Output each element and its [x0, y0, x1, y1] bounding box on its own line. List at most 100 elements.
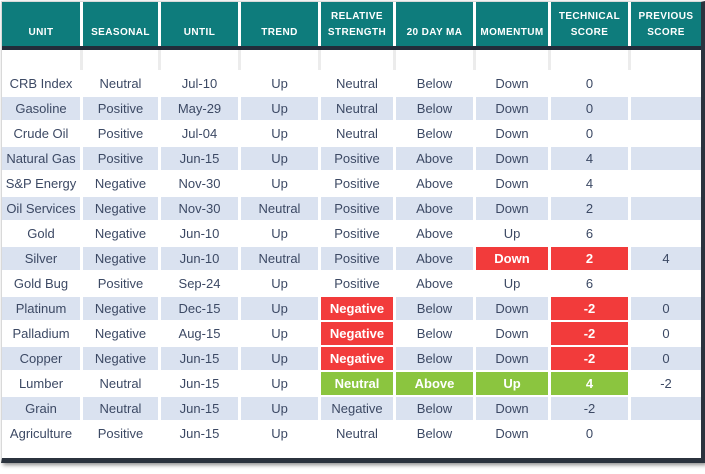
- cell-momentum: Down: [476, 172, 548, 195]
- cell-twenty-day-ma: Below: [396, 422, 473, 445]
- cell-unit: Crude Oil: [2, 122, 80, 145]
- table-row: Copper Negative Jun-15 Up Negative Below Down -…: [2, 347, 701, 370]
- cell-unit: Gold Bug: [2, 272, 80, 295]
- table-row: S&P Energy Negative Nov-30 Up Positive Above D…: [2, 172, 701, 195]
- cell-momentum: Down: [476, 347, 548, 370]
- cell-relative-strength: Positive: [321, 247, 393, 270]
- cell-technical-score: 0: [551, 72, 628, 95]
- cell-twenty-day-ma: Above: [396, 272, 473, 295]
- cell-twenty-day-ma: Below: [396, 97, 473, 120]
- table-row: Gold Bug Positive Sep-24 Up Positive Above Up 6: [2, 272, 701, 295]
- cell-twenty-day-ma: Above: [396, 172, 473, 195]
- cell-seasonal: Neutral: [83, 372, 158, 395]
- cell-seasonal: Neutral: [83, 397, 158, 420]
- cell-twenty-day-ma: Above: [396, 147, 473, 170]
- cell-previous-score: [631, 122, 701, 145]
- cell-seasonal: Positive: [83, 147, 158, 170]
- cell-trend: Up: [241, 372, 318, 395]
- cell-momentum: Up: [476, 372, 548, 395]
- cell-momentum: Down: [476, 322, 548, 345]
- table-row: Grain Neutral Jun-15 Up Negative Below Down -2: [2, 397, 701, 420]
- cell-relative-strength: Neutral: [321, 422, 393, 445]
- table-row: CRB Index Neutral Jul-10 Up Neutral Below Down…: [2, 72, 701, 95]
- cell-unit: Palladium: [2, 322, 80, 345]
- cell-twenty-day-ma: Above: [396, 247, 473, 270]
- table-row: Natural Gas Positive Jun-15 Up Positive Above…: [2, 147, 701, 170]
- cell-unit: Silver: [2, 247, 80, 270]
- cell-momentum: Down: [476, 197, 548, 220]
- spacer-cell: [551, 50, 628, 70]
- cell-until: May-29: [161, 97, 238, 120]
- cell-momentum: Down: [476, 397, 548, 420]
- cell-technical-score: 2: [551, 247, 628, 270]
- cell-relative-strength: Negative: [321, 297, 393, 320]
- spacer-cell: [631, 50, 701, 70]
- table-row: Palladium Negative Aug-15 Up Negative Below Do…: [2, 322, 701, 345]
- cell-until: Jun-10: [161, 222, 238, 245]
- cell-until: Sep-24: [161, 272, 238, 295]
- cell-previous-score: [631, 172, 701, 195]
- cell-trend: Up: [241, 147, 318, 170]
- cell-momentum: Down: [476, 97, 548, 120]
- cell-seasonal: Negative: [83, 247, 158, 270]
- cell-momentum: Down: [476, 122, 548, 145]
- table-row: Platinum Negative Dec-15 Up Negative Below Dow…: [2, 297, 701, 320]
- cell-until: Jun-15: [161, 422, 238, 445]
- cell-unit: Natural Gas: [2, 147, 80, 170]
- cell-relative-strength: Neutral: [321, 72, 393, 95]
- column-header-until: UNTIL: [161, 2, 238, 46]
- column-header-relative-strength: RELATIVE STRENGTH: [321, 2, 393, 46]
- cell-trend: Up: [241, 297, 318, 320]
- cell-unit: Gasoline: [2, 97, 80, 120]
- spacer-cell: [321, 50, 393, 70]
- cell-relative-strength: Positive: [321, 272, 393, 295]
- cell-relative-strength: Positive: [321, 147, 393, 170]
- table-row: Gold Negative Jun-10 Up Positive Above Up 6: [2, 222, 701, 245]
- cell-technical-score: -2: [551, 397, 628, 420]
- cell-twenty-day-ma: Below: [396, 397, 473, 420]
- table-row: Gasoline Positive May-29 Up Neutral Below Down…: [2, 97, 701, 120]
- cell-unit: Platinum: [2, 297, 80, 320]
- table-bottom-padding: [2, 447, 701, 458]
- cell-unit: Grain: [2, 397, 80, 420]
- cell-until: Jun-10: [161, 247, 238, 270]
- cell-trend: Up: [241, 172, 318, 195]
- cell-twenty-day-ma: Above: [396, 197, 473, 220]
- spacer-cell: [161, 50, 238, 70]
- cell-previous-score: 0: [631, 347, 701, 370]
- cell-unit: CRB Index: [2, 72, 80, 95]
- cell-relative-strength: Negative: [321, 322, 393, 345]
- cell-technical-score: 0: [551, 122, 628, 145]
- cell-trend: Up: [241, 122, 318, 145]
- cell-seasonal: Negative: [83, 172, 158, 195]
- cell-technical-score: -2: [551, 297, 628, 320]
- cell-technical-score: 0: [551, 97, 628, 120]
- spacer-cell: [83, 50, 158, 70]
- cell-momentum: Up: [476, 272, 548, 295]
- column-header-seasonal: SEASONAL: [83, 2, 158, 46]
- cell-trend: Neutral: [241, 197, 318, 220]
- cell-previous-score: 0: [631, 297, 701, 320]
- table-row: Lumber Neutral Jun-15 Up Neutral Above Up 4 -2: [2, 372, 701, 395]
- cell-relative-strength: Neutral: [321, 372, 393, 395]
- cell-relative-strength: Negative: [321, 397, 393, 420]
- spacer-cell: [241, 50, 318, 70]
- cell-trend: Up: [241, 272, 318, 295]
- spacer-cell: [476, 50, 548, 70]
- cell-unit: Copper: [2, 347, 80, 370]
- cell-relative-strength: Negative: [321, 347, 393, 370]
- spacer-row: [2, 50, 701, 70]
- cell-twenty-day-ma: Below: [396, 72, 473, 95]
- cell-trend: Up: [241, 322, 318, 345]
- cell-technical-score: -2: [551, 322, 628, 345]
- cell-relative-strength: Positive: [321, 197, 393, 220]
- cell-previous-score: 0: [631, 322, 701, 345]
- spacer-cell: [2, 50, 80, 70]
- cell-seasonal: Negative: [83, 322, 158, 345]
- cell-unit: S&P Energy: [2, 172, 80, 195]
- cell-until: Nov-30: [161, 172, 238, 195]
- cell-trend: Up: [241, 222, 318, 245]
- cell-until: Jun-15: [161, 347, 238, 370]
- cell-twenty-day-ma: Above: [396, 222, 473, 245]
- table-row: Silver Negative Jun-10 Neutral Positive Above…: [2, 247, 701, 270]
